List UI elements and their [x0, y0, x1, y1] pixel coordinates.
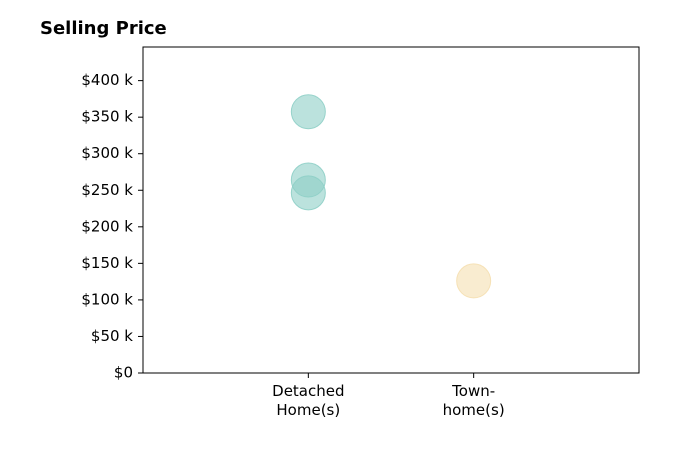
x-tick-label: Town- home(s)	[442, 382, 505, 419]
chart-title: Selling Price	[40, 18, 167, 39]
point	[290, 175, 326, 211]
y-tick-label: $0	[114, 364, 133, 382]
y-tick-label: $300 k	[81, 144, 133, 162]
y-tick-label: $400 k	[81, 71, 133, 89]
x-tick-label: Detached Home(s)	[272, 382, 345, 419]
y-tick-label: $100 k	[81, 290, 133, 308]
y-tick-label: $150 k	[81, 254, 133, 272]
plot-frame	[142, 46, 640, 374]
y-tick-label: $200 k	[81, 217, 133, 235]
point	[290, 94, 326, 130]
y-tick-label: $50 k	[91, 327, 133, 345]
y-tick-label: $250 k	[81, 181, 133, 199]
point	[456, 263, 492, 299]
y-tick-label: $350 k	[81, 108, 133, 126]
